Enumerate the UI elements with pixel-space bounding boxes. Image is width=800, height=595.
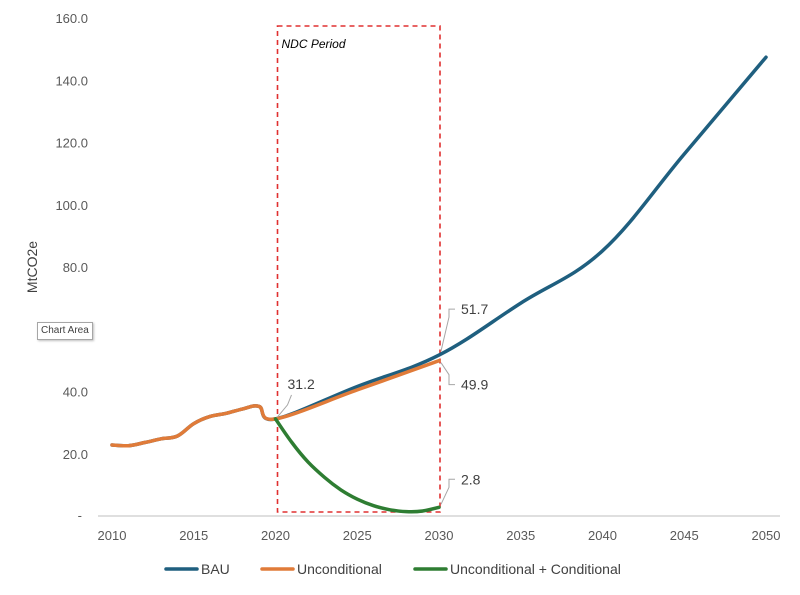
x-tick-label: 2020 [261, 528, 290, 543]
legend-item-bau[interactable]: BAU [164, 561, 230, 577]
legend-label: Unconditional + Conditional [450, 561, 621, 577]
y-tick-label: - [78, 508, 82, 523]
y-tick-label: 20.0 [63, 447, 88, 462]
ndc-period-label: NDC Period [282, 37, 346, 51]
data-label: 51.7 [461, 301, 488, 317]
x-tick-label: 2050 [752, 528, 781, 543]
x-tick-label: 2030 [425, 528, 454, 543]
chart-area-tooltip: Chart Area [37, 322, 93, 340]
legend-item-conditional[interactable]: Unconditional + Conditional [413, 561, 621, 577]
y-tick-label: 140.0 [55, 73, 88, 88]
x-tick-label: 2040 [588, 528, 617, 543]
data-label-leader [277, 394, 292, 418]
y-tick-label: 80.0 [63, 260, 88, 275]
legend-item-unconditional[interactable]: Unconditional [260, 561, 382, 577]
data-label: 2.8 [461, 471, 481, 487]
legend-label: Unconditional [297, 561, 382, 577]
x-tick-label: 2010 [98, 528, 127, 543]
y-axis-title: MtCO2e [24, 241, 40, 293]
ndc-period-box [276, 25, 441, 513]
x-tick-label: 2015 [179, 528, 208, 543]
y-tick-label: 120.0 [55, 136, 88, 151]
legend-label: BAU [201, 561, 230, 577]
data-label-leader [440, 362, 455, 386]
x-tick-label: 2045 [670, 528, 699, 543]
y-tick-label: 160.0 [55, 11, 88, 26]
series-bau-line [110, 55, 768, 448]
data-label-leader [440, 478, 455, 505]
series-unconditional-line [110, 358, 441, 448]
y-tick-label: 40.0 [63, 385, 88, 400]
x-tick-label: 2025 [343, 528, 372, 543]
series-conditional-line [273, 417, 441, 514]
x-tick-label: 2035 [506, 528, 535, 543]
data-label-leader [440, 308, 455, 352]
data-label: 31.2 [288, 376, 315, 392]
y-tick-label: 100.0 [55, 198, 88, 213]
data-label: 49.9 [461, 377, 488, 393]
